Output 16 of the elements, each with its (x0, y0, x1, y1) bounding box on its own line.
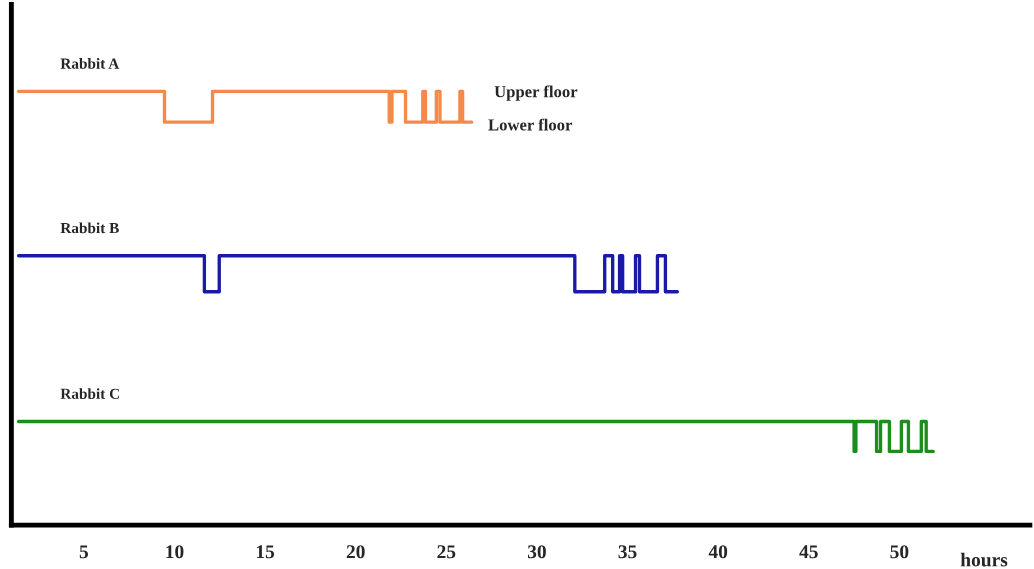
x-tick-label: 10 (166, 545, 184, 559)
annotation: Upper floor (494, 85, 578, 101)
series-label: Rabbit A (60, 58, 120, 69)
x-tick-label: 45 (799, 545, 818, 559)
x-axis-title: hours (960, 552, 1008, 567)
x-tick-label: 20 (346, 545, 365, 559)
annotation: Lower floor (488, 118, 573, 131)
x-tick-label: 5 (79, 545, 89, 559)
x-tick-label: 25 (437, 545, 456, 559)
x-tick-label: 15 (256, 545, 275, 559)
series-label: Rabbit C (60, 388, 119, 399)
series-label: Rabbit B (60, 222, 119, 234)
x-tick-label: 30 (527, 545, 546, 559)
x-tick-label: 35 (618, 545, 637, 559)
x-tick-label: 50 (890, 545, 909, 559)
x-tick-label: 40 (708, 545, 728, 559)
